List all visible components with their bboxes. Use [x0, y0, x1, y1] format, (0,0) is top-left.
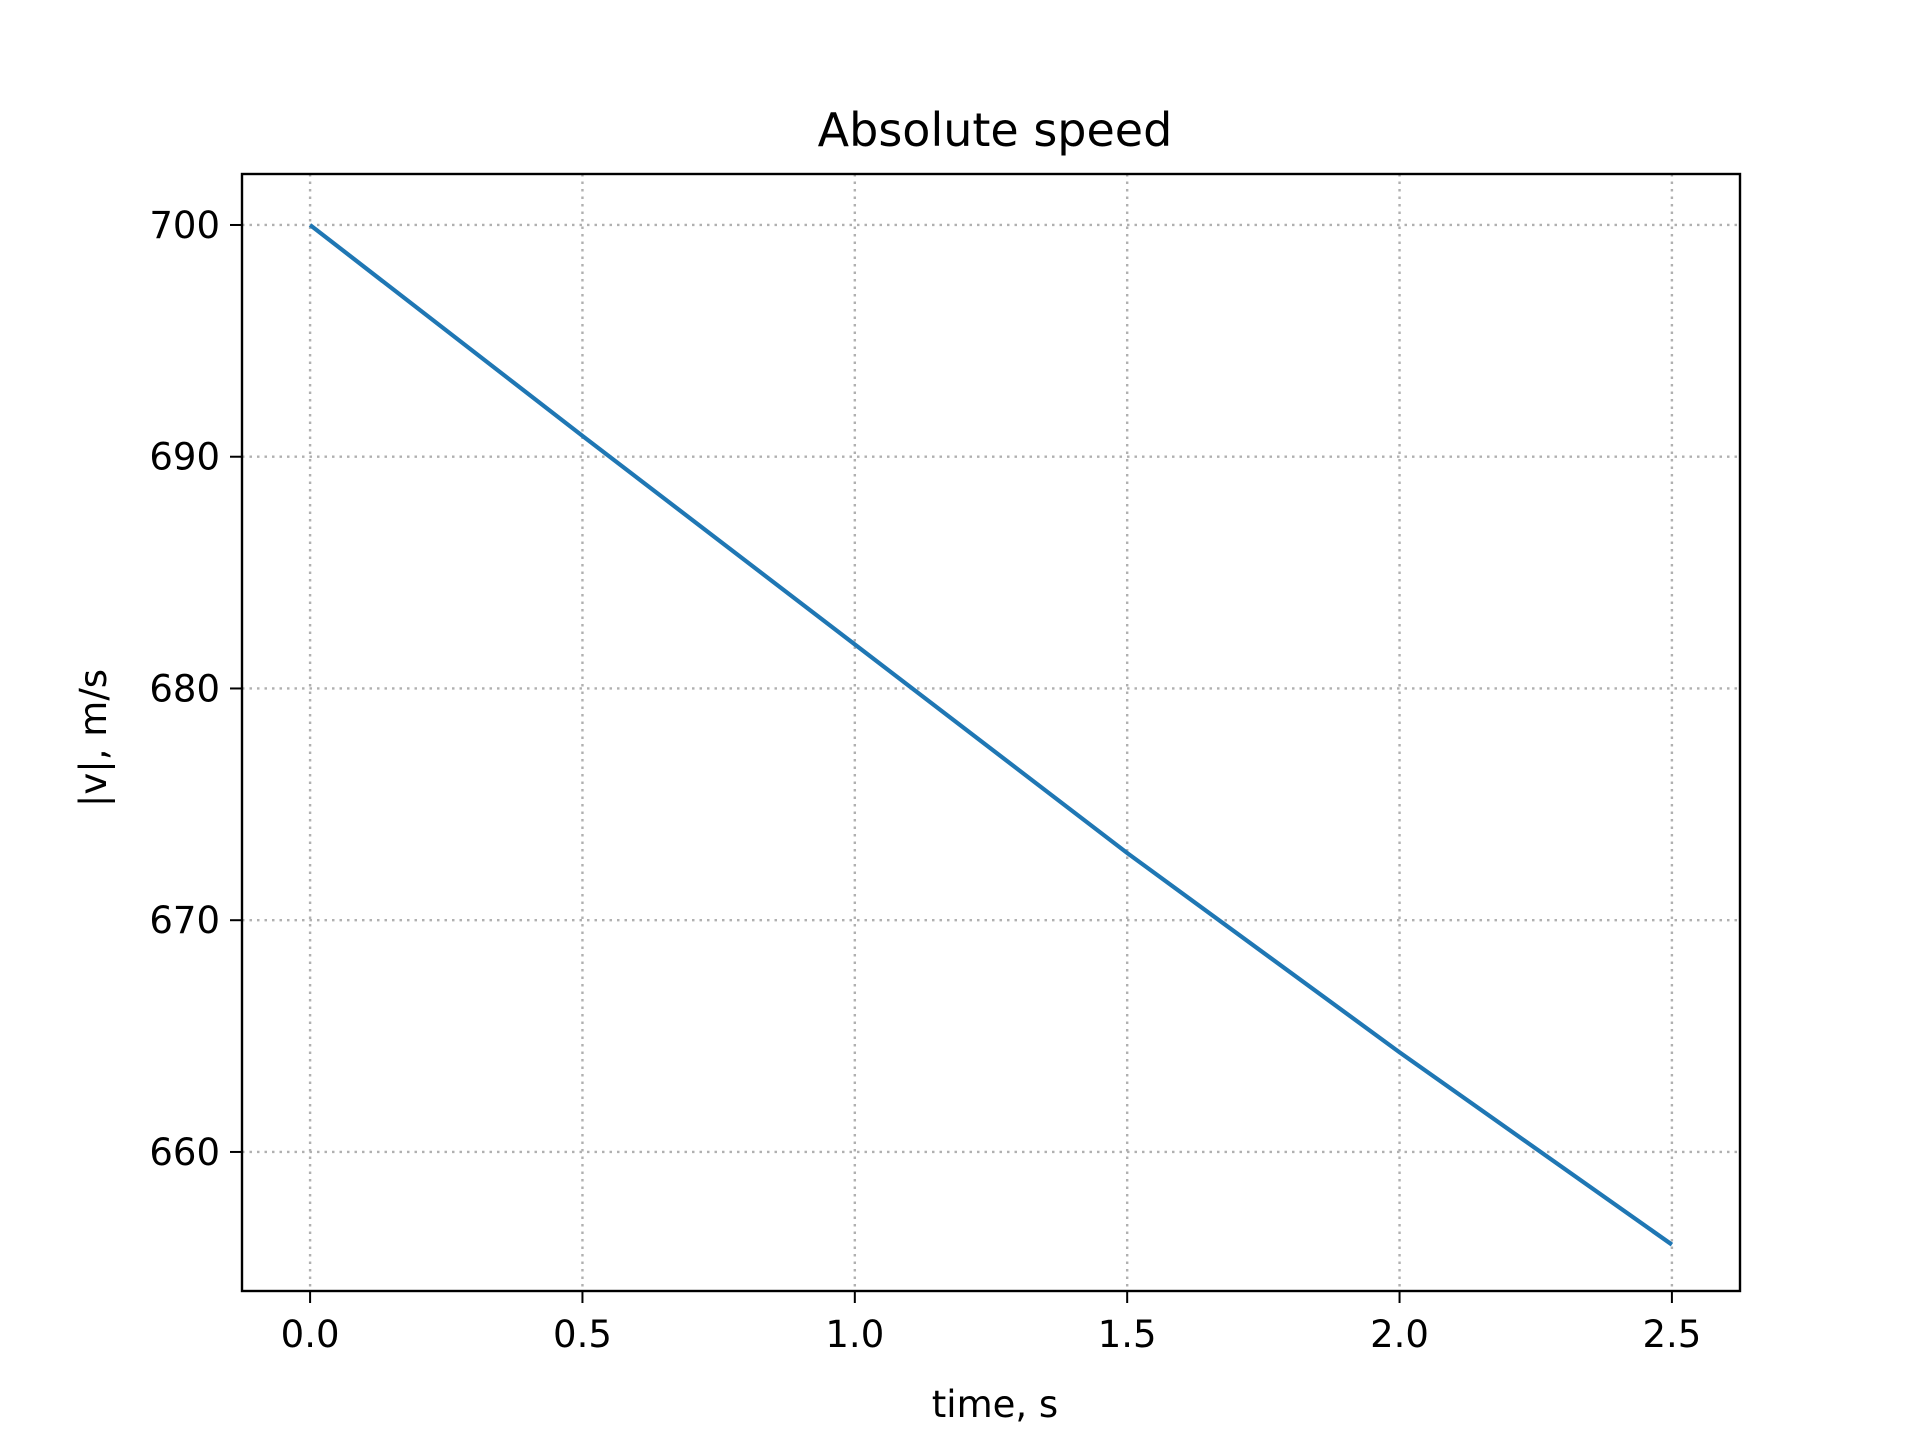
x-axis-label: time, s [932, 1383, 1058, 1426]
y-tick-label: 690 [149, 436, 220, 479]
y-axis-label: |v|, m/s [72, 669, 115, 807]
x-tick-label: 2.5 [1642, 1313, 1701, 1356]
x-tick-label: 2.0 [1370, 1313, 1429, 1356]
y-tick-label: 700 [149, 204, 220, 247]
y-tick-label: 660 [149, 1131, 220, 1174]
x-tick-label: 1.5 [1098, 1313, 1157, 1356]
x-tick-label: 0.0 [281, 1313, 340, 1356]
y-tick-label: 680 [149, 667, 220, 710]
chart-title: Absolute speed [818, 103, 1173, 157]
y-tick-label: 670 [149, 899, 220, 942]
x-tick-label: 1.0 [825, 1313, 884, 1356]
x-tick-label: 0.5 [553, 1313, 612, 1356]
